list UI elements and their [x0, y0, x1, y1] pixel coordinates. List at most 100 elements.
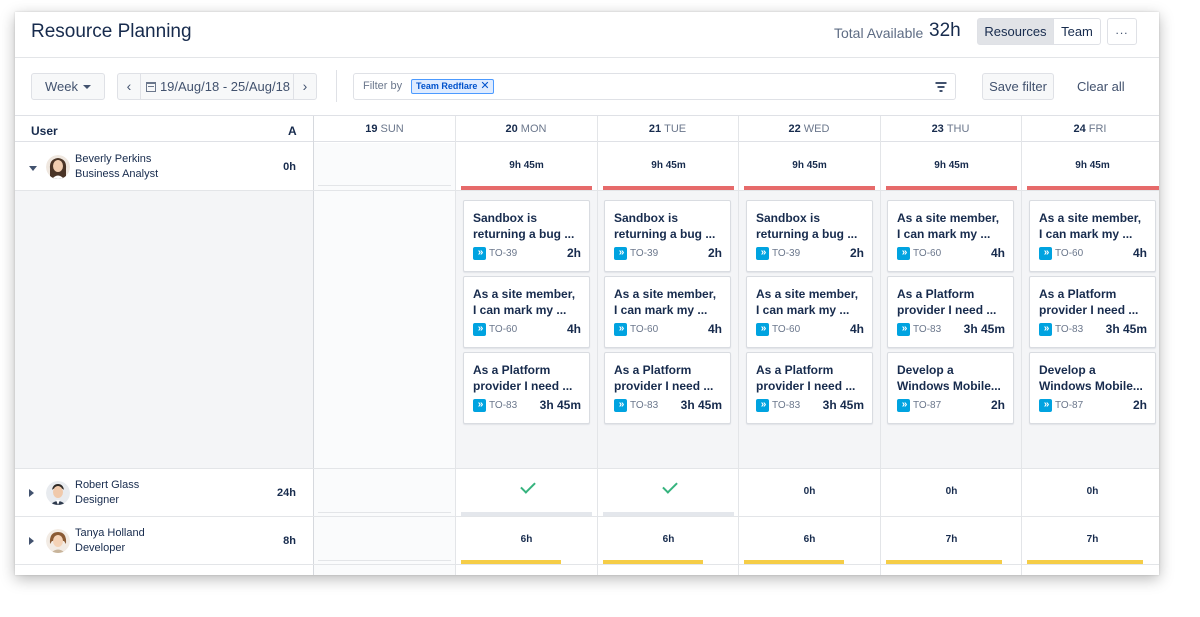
user-row-beverly[interactable]: Beverly Perkins Business Analyst 0h — [15, 143, 313, 190]
over-allocation-bar — [603, 186, 734, 190]
task-card[interactable]: As a Platform provider I need ... » TO-83 3… — [604, 352, 731, 424]
user-name: Tanya Holland — [75, 527, 145, 539]
date-range-label: 19/Aug/18 - 25/Aug/18 — [159, 79, 291, 94]
clear-all-link[interactable]: Clear all — [1077, 79, 1125, 94]
week-dropdown-label: Week — [45, 79, 78, 94]
issue-key[interactable]: TO-83 — [1055, 324, 1084, 335]
task-card[interactable]: Sandbox is returning a bug ... » TO-39 2h — [463, 200, 590, 272]
next-week-button[interactable]: › — [293, 74, 316, 99]
task-title: As a site member, I can mark my ... — [614, 287, 717, 317]
task-estimate: 4h — [849, 322, 864, 336]
task-card[interactable]: As a site member, I can mark my ... » TO-6… — [1029, 200, 1156, 272]
day-allocated-hours: 9h 45m — [934, 160, 969, 171]
task-title: Sandbox is returning a bug ... — [614, 211, 716, 241]
resource-planning-app: Resource Planning Total Available 32h Re… — [15, 12, 1159, 575]
task-card[interactable]: As a Platform provider I need ... » TO-83 3… — [1029, 276, 1156, 348]
sunday-capacity-bar — [318, 512, 451, 513]
task-card[interactable]: As a Platform provider I need ... » TO-83 3… — [887, 276, 1014, 348]
avatar — [46, 155, 70, 179]
issue-key[interactable]: TO-83 — [630, 400, 659, 411]
task-card[interactable]: As a site member, I can mark my ... » TO-6… — [746, 276, 873, 348]
page-title: Resource Planning — [31, 21, 192, 42]
user-role: Business Analyst — [75, 168, 159, 180]
filter-icon[interactable] — [935, 82, 946, 92]
task-estimate: 3h 45m — [822, 398, 864, 412]
allocation-bar — [744, 560, 844, 564]
task-card[interactable]: Sandbox is returning a bug ... » TO-39 2h — [604, 200, 731, 272]
issue-key[interactable]: TO-83 — [913, 324, 942, 335]
story-icon: » — [756, 323, 769, 336]
day-number: 20 — [505, 123, 518, 135]
previous-week-button[interactable]: ‹ — [118, 74, 141, 99]
issue-key[interactable]: TO-60 — [489, 324, 518, 335]
task-card[interactable]: As a site member, I can mark my ... » TO-6… — [887, 200, 1014, 272]
expand-icon[interactable] — [29, 537, 34, 545]
day-number: 23 — [931, 123, 944, 135]
sunday-capacity-bar — [318, 185, 451, 186]
expand-icon[interactable] — [29, 489, 34, 497]
issue-key[interactable]: TO-60 — [1055, 248, 1084, 259]
sunday-capacity-bar — [318, 560, 451, 561]
task-title: As a Platform provider I need ... — [614, 363, 714, 393]
over-allocation-bar — [886, 186, 1017, 190]
issue-key[interactable]: TO-87 — [913, 400, 942, 411]
day-header: 19 SUN — [314, 116, 455, 142]
day-allocated-hours: 9h 45m — [509, 160, 544, 171]
task-card[interactable]: As a site member, I can mark my ... » TO-6… — [463, 276, 590, 348]
more-options-button[interactable]: ... — [1107, 18, 1137, 45]
save-filter-button[interactable]: Save filter — [982, 73, 1054, 100]
task-estimate: 2h — [566, 246, 581, 260]
day-allocated-hours: 6h — [520, 534, 533, 545]
user-row-tanya[interactable]: Tanya Holland Developer 8h — [15, 517, 313, 564]
filter-input[interactable]: Filter by Team Redflare ✕ — [353, 73, 956, 100]
issue-key[interactable]: TO-39 — [772, 248, 801, 259]
row-divider — [15, 468, 1159, 469]
issue-key[interactable]: TO-83 — [772, 400, 801, 411]
issue-key[interactable]: TO-87 — [1055, 400, 1084, 411]
task-estimate: 4h — [707, 322, 722, 336]
task-title: As a Platform provider I need ... — [756, 363, 856, 393]
calendar-icon — [145, 82, 156, 92]
user-column-header[interactable]: User — [31, 124, 58, 138]
column-divider — [738, 116, 739, 575]
row-divider — [15, 564, 1159, 565]
user-role: Developer — [75, 542, 126, 554]
issue-key[interactable]: TO-60 — [772, 324, 801, 335]
collapse-icon[interactable] — [29, 166, 37, 171]
column-divider — [880, 116, 881, 575]
toolbar: Week ‹ 19/Aug/18 - 25/Aug/18 › Filter by… — [15, 58, 1159, 116]
task-estimate: 2h — [1132, 398, 1147, 412]
task-card[interactable]: Develop a Windows Mobile... » TO-87 2h — [1029, 352, 1156, 424]
resources-view-button[interactable]: Resources — [977, 18, 1054, 45]
task-card[interactable]: As a Platform provider I need ... » TO-83 3… — [463, 352, 590, 424]
date-range-picker[interactable]: 19/Aug/18 - 25/Aug/18 — [142, 74, 294, 99]
task-estimate: 3h 45m — [539, 398, 581, 412]
task-estimate: 2h — [990, 398, 1005, 412]
day-name: TUE — [664, 123, 687, 135]
allocation-bar — [461, 560, 561, 564]
task-card[interactable]: Develop a Windows Mobile... » TO-87 2h — [887, 352, 1014, 424]
user-detail-area — [15, 190, 313, 469]
issue-key[interactable]: TO-60 — [630, 324, 659, 335]
issue-key[interactable]: TO-60 — [913, 248, 942, 259]
day-allocated-hours: 9h 45m — [1075, 160, 1110, 171]
team-view-button[interactable]: Team — [1053, 18, 1101, 45]
task-card[interactable]: As a site member, I can mark my ... » TO-6… — [604, 276, 731, 348]
task-estimate: 3h 45m — [1105, 322, 1147, 336]
remove-chip-icon[interactable]: ✕ — [480, 80, 490, 92]
availability-column-header[interactable]: A — [288, 124, 297, 138]
task-title: As a Platform provider I need ... — [1039, 287, 1139, 317]
user-row-robert[interactable]: Robert Glass Designer 24h — [15, 469, 313, 516]
task-card[interactable]: Sandbox is returning a bug ... » TO-39 2h — [746, 200, 873, 272]
day-name: FRI — [1088, 123, 1107, 135]
story-icon: » — [473, 323, 486, 336]
avatar — [46, 529, 70, 553]
task-card[interactable]: As a Platform provider I need ... » TO-83 3… — [746, 352, 873, 424]
day-number: 21 — [648, 123, 662, 135]
filter-chip-team[interactable]: Team Redflare ✕ — [411, 79, 494, 94]
issue-key[interactable]: TO-39 — [489, 248, 518, 259]
week-dropdown[interactable]: Week — [31, 73, 105, 100]
task-title: Develop a Windows Mobile... — [897, 363, 1001, 393]
issue-key[interactable]: TO-39 — [630, 248, 659, 259]
issue-key[interactable]: TO-83 — [489, 400, 518, 411]
